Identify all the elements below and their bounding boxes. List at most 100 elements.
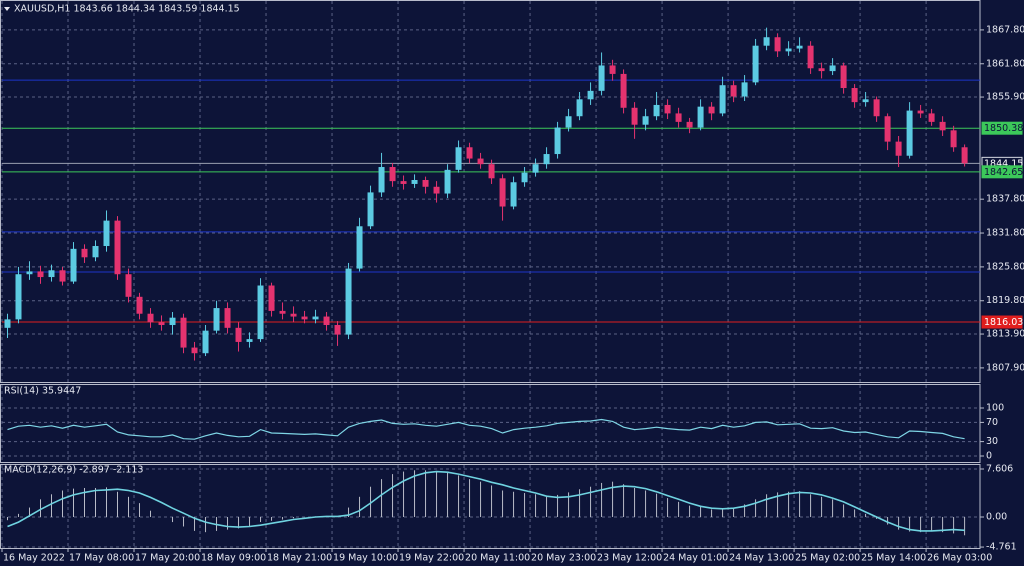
- x-tick-label: 24 May 13:00: [729, 553, 794, 564]
- y-tick-label: 70: [986, 417, 998, 428]
- candle-body: [862, 99, 869, 103]
- candle-body: [565, 116, 572, 128]
- candle-body: [37, 271, 44, 278]
- y-tick-label: 30: [986, 436, 998, 447]
- candle-body: [59, 270, 66, 282]
- y-tick-label: 1813.90: [986, 329, 1024, 340]
- candle-body: [367, 192, 374, 227]
- level-tag: [981, 315, 1023, 329]
- level-tag: [981, 121, 1023, 135]
- candle-body: [444, 169, 451, 194]
- candle-body: [818, 68, 825, 72]
- x-tick-label: 18 May 09:00: [201, 553, 266, 564]
- y-tick-label: 1807.90: [986, 362, 1024, 373]
- candle-body: [301, 316, 308, 320]
- candle-body: [4, 319, 11, 328]
- y-tick-label: 0: [986, 451, 992, 462]
- macd-title: MACD(12,26,9) -2.897 -2.113: [4, 465, 143, 476]
- candle-body: [576, 99, 583, 117]
- x-tick-label: 19 May 22:00: [399, 553, 464, 564]
- candle-body: [202, 330, 209, 354]
- y-tick-label: 100: [986, 403, 1004, 414]
- candle-body: [433, 186, 440, 194]
- candle-body: [906, 110, 913, 156]
- level-tag-label: 1842.65: [984, 167, 1023, 178]
- candle-body: [587, 90, 594, 100]
- x-tick-label: 16 May 2022: [3, 553, 65, 564]
- candle-body: [554, 127, 561, 155]
- x-tick-label: 17 May 08:00: [69, 553, 134, 564]
- candle-body: [532, 164, 539, 173]
- candle-body: [741, 82, 748, 97]
- candle-body: [400, 181, 407, 184]
- candle-body: [455, 147, 462, 170]
- candle-body: [928, 113, 935, 122]
- candle-body: [147, 313, 154, 323]
- symbol-menu-icon[interactable]: [4, 7, 10, 11]
- candle-body: [312, 316, 319, 320]
- panel-frame: [0, 384, 981, 463]
- x-tick-label: 17 May 20:00: [135, 553, 200, 564]
- level-tag: [981, 165, 1023, 179]
- x-tick-label: 20 May 11:00: [465, 553, 530, 564]
- candle-body: [488, 164, 495, 179]
- level-tag-label: 1850.38: [984, 123, 1023, 134]
- candle-body: [730, 85, 737, 97]
- candle-body: [477, 158, 484, 165]
- candle-body: [609, 65, 616, 74]
- x-tick-label: 26 May 03:00: [927, 553, 992, 564]
- rsi-title: RSI(14) 35.9447: [4, 386, 81, 397]
- candle-body: [422, 179, 429, 187]
- x-tick-label: 25 May 14:00: [861, 553, 926, 564]
- candle-body: [884, 116, 891, 142]
- candle-body: [697, 106, 704, 128]
- candle-body: [26, 271, 33, 275]
- candle-body: [15, 274, 22, 320]
- candle-body: [543, 154, 550, 165]
- candle-body: [466, 147, 473, 159]
- candle-body: [356, 226, 363, 269]
- candle-body: [752, 45, 759, 83]
- x-tick-label: 20 May 23:00: [531, 553, 596, 564]
- candle-body: [279, 310, 286, 314]
- candle-body: [158, 322, 165, 326]
- candle-body: [114, 220, 121, 275]
- candle-body: [334, 325, 341, 335]
- y-tick-label: 0.00: [986, 512, 1007, 523]
- candle-body: [708, 106, 715, 114]
- candle-body: [378, 167, 385, 193]
- candle-body: [807, 45, 814, 69]
- candle-body: [719, 85, 726, 114]
- candle-body: [664, 104, 671, 114]
- candle-body: [598, 65, 605, 91]
- candle-body: [774, 37, 781, 52]
- candle-body: [785, 48, 792, 52]
- candle-body: [191, 347, 198, 354]
- y-tick-label: 1825.80: [986, 261, 1024, 272]
- candle-body: [950, 130, 957, 148]
- candle-body: [851, 88, 858, 103]
- chart-title: XAUUSD,H1 1843.66 1844.34 1843.59 1844.1…: [14, 4, 240, 15]
- candle-body: [48, 270, 55, 278]
- candle-body: [81, 248, 88, 258]
- candle-body: [323, 316, 330, 326]
- x-tick-label: 23 May 12:00: [597, 553, 662, 564]
- candle-body: [224, 308, 231, 328]
- candle-body: [345, 268, 352, 335]
- level-tag-label: 1844.15: [984, 158, 1023, 169]
- candle-body: [411, 179, 418, 184]
- candle-body: [257, 285, 264, 340]
- y-tick-label: 1861.80: [986, 58, 1024, 69]
- candle-body: [631, 107, 638, 125]
- y-tick-label: 1837.80: [986, 194, 1024, 205]
- candle-body: [895, 141, 902, 156]
- x-tick-label: 25 May 02:00: [795, 553, 860, 564]
- candle-body: [268, 285, 275, 311]
- candle-body: [169, 317, 176, 326]
- macd-signal-line: [7, 470, 965, 532]
- candle-body: [796, 45, 803, 49]
- candle-body: [840, 65, 847, 89]
- candle-body: [125, 274, 132, 297]
